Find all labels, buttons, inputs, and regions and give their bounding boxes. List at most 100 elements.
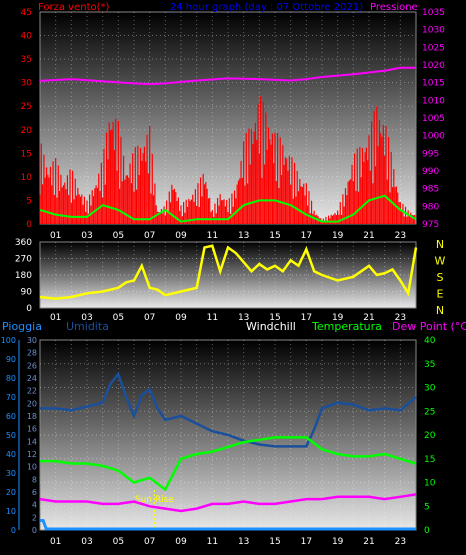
rain-tick-label: 70 xyxy=(6,393,16,402)
wind-tick-label: 5 xyxy=(26,196,32,206)
x-tick-label: 23 xyxy=(395,313,406,323)
direction-tick-label: 270 xyxy=(15,255,32,265)
x-tick-label: 15 xyxy=(269,537,280,547)
direction-tick-label: 90 xyxy=(21,288,33,298)
x-tick-label: 21 xyxy=(363,313,374,323)
temp-tick-label: 15 xyxy=(424,455,435,465)
direction-tick-label: 0 xyxy=(26,304,32,314)
wind-tick-label: 10 xyxy=(21,173,33,183)
wind-tick-label: 25 xyxy=(21,102,32,112)
dewpoint-label: Dew Point (°C) xyxy=(392,320,466,333)
temp-tick-label: 35 xyxy=(424,360,435,370)
wind-tick-label: 20 xyxy=(21,126,33,136)
x-tick-label: 01 xyxy=(50,537,61,547)
x-tick-label: 23 xyxy=(395,231,406,241)
direction-plot-area xyxy=(39,241,417,309)
x-tick-label: 21 xyxy=(363,537,374,547)
humidity-tick-label: 18 xyxy=(27,412,37,421)
rain-tick-label: 0 xyxy=(11,526,16,535)
x-tick-label: 15 xyxy=(269,231,280,241)
x-tick-label: 19 xyxy=(332,313,344,323)
x-tick-label: 05 xyxy=(113,537,124,547)
pressure-axis-label: Pressione xyxy=(370,2,418,13)
x-tick-label: 03 xyxy=(81,313,92,323)
humidity-tick-label: 2 xyxy=(32,513,37,522)
dewpoint-line xyxy=(39,493,417,513)
x-tick-label: 03 xyxy=(81,537,92,547)
humidity-tick-label: 8 xyxy=(32,475,37,484)
compass-label: N xyxy=(436,304,444,317)
x-tick-label: 09 xyxy=(175,537,187,547)
pressure-tick-label: 1020 xyxy=(422,61,445,71)
x-tick-label: 03 xyxy=(81,231,92,241)
humidity-tick-label: 22 xyxy=(27,387,37,396)
humidity-tick-label: 14 xyxy=(27,437,37,446)
x-tick-label: 17 xyxy=(301,313,312,323)
x-tick-label: 19 xyxy=(332,231,344,241)
x-tick-label: 13 xyxy=(238,537,249,547)
pressure-tick-label: 975 xyxy=(422,220,439,230)
humidity-tick-label: 6 xyxy=(32,488,37,497)
wind-tick-label: 15 xyxy=(21,149,32,159)
humidity-tick-label: 28 xyxy=(27,349,37,358)
x-tick-label: 15 xyxy=(269,313,280,323)
pressure-tick-label: 1005 xyxy=(422,114,445,124)
rain-tick-label: 90 xyxy=(6,355,16,364)
temp-tick-label: 25 xyxy=(424,407,435,417)
rain-tick-label: 20 xyxy=(6,488,16,497)
pressure-tick-label: 1035 xyxy=(422,8,445,18)
rain-line xyxy=(40,519,416,531)
temp-tick-label: 5 xyxy=(424,502,430,512)
humidity-line xyxy=(40,371,417,448)
humidity-tick-label: 26 xyxy=(27,361,37,370)
humidity-tick-label: 10 xyxy=(27,463,37,472)
wind-tick-label: 30 xyxy=(21,79,33,89)
x-tick-label: 11 xyxy=(207,313,218,323)
direction-tick-label: 360 xyxy=(15,238,32,248)
x-tick-label: 01 xyxy=(50,313,61,323)
x-tick-label: 07 xyxy=(144,537,155,547)
temp-tick-label: 30 xyxy=(424,384,436,394)
wind-tick-label: 0 xyxy=(26,220,32,230)
pressure-tick-label: 1000 xyxy=(422,132,445,142)
pressure-tick-label: 990 xyxy=(422,167,439,177)
rain-tick-label: 60 xyxy=(6,412,16,421)
pressure-tick-label: 1010 xyxy=(422,96,445,106)
x-tick-label: 13 xyxy=(238,313,249,323)
pressure-tick-label: 1025 xyxy=(422,43,445,53)
temp-tick-label: 10 xyxy=(424,479,436,489)
wind-tick-label: 35 xyxy=(21,55,32,65)
direction-tick-label: 180 xyxy=(15,271,32,281)
wind-tick-label: 45 xyxy=(21,8,32,18)
humidity-label: Umidita xyxy=(66,320,109,333)
wind-speed-line xyxy=(39,194,417,223)
chart-title: 24 hour graph (day : 07 Ottobre 2021) xyxy=(170,2,363,13)
sunrise-annotation: Sun Rise xyxy=(135,495,174,505)
compass-label: W xyxy=(435,255,446,268)
rain-tick-label: 30 xyxy=(6,469,16,478)
x-tick-label: 09 xyxy=(175,231,187,241)
x-tick-label: 23 xyxy=(395,537,406,547)
rain-tick-label: 40 xyxy=(6,450,16,459)
pressure-tick-label: 985 xyxy=(422,185,439,195)
rain-tick-label: 100 xyxy=(1,336,16,345)
temp-tick-label: 20 xyxy=(424,431,436,441)
x-tick-label: 07 xyxy=(144,231,155,241)
humidity-tick-label: 24 xyxy=(27,374,37,383)
temp-tick-label: 0 xyxy=(424,526,430,536)
x-tick-label: 11 xyxy=(207,231,218,241)
x-tick-label: 11 xyxy=(207,537,218,547)
x-tick-label: 17 xyxy=(301,537,312,547)
humidity-tick-label: 12 xyxy=(27,450,37,459)
rain-tick-label: 50 xyxy=(6,431,16,440)
x-tick-label: 01 xyxy=(50,231,61,241)
pressure-tick-label: 980 xyxy=(422,202,439,212)
temperature-line xyxy=(40,436,417,492)
x-tick-label: 05 xyxy=(113,313,124,323)
x-tick-label: 21 xyxy=(363,231,374,241)
x-tick-label: 09 xyxy=(175,313,187,323)
wind-direction-line xyxy=(39,244,418,301)
